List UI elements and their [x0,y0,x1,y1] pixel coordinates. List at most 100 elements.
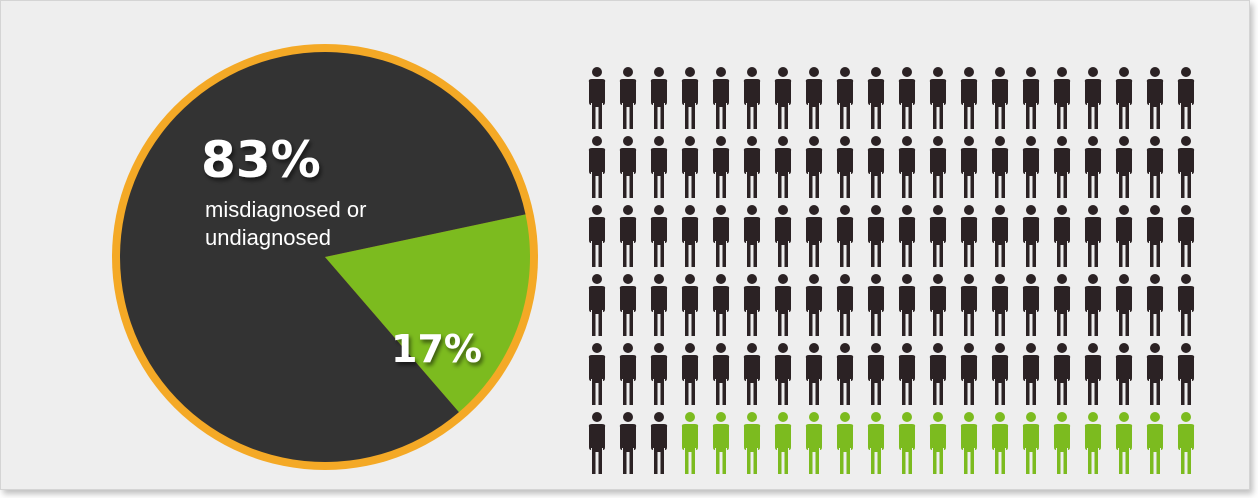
person-icon [867,67,885,129]
person-icon [743,205,761,267]
person-icon [805,205,823,267]
person-icon [1115,67,1133,129]
person-icon [929,67,947,129]
person-icon [588,205,606,267]
person-icon [991,343,1009,405]
person-icon [929,205,947,267]
person-icon [743,412,761,474]
person-icon [1146,205,1164,267]
person-icon [991,67,1009,129]
infographic-panel: 83% misdiagnosed or undiagnosed 17% [0,0,1250,490]
person-icon [1115,343,1133,405]
person-icon [1115,274,1133,336]
person-icon [650,136,668,198]
person-icon [1053,343,1071,405]
person-icon [805,67,823,129]
person-icon [619,136,637,198]
person-icon [712,412,730,474]
person-icon [1115,412,1133,474]
person-icon [991,205,1009,267]
person-icon [960,274,978,336]
person-icon [681,412,699,474]
person-icon [867,205,885,267]
person-icon [898,67,916,129]
person-icon [743,136,761,198]
person-icon [1146,343,1164,405]
slice-label-line-2: undiagnosed [205,225,331,250]
person-icon [1177,67,1195,129]
person-icon [619,343,637,405]
person-icon [681,343,699,405]
person-icon [1146,67,1164,129]
person-icon [712,343,730,405]
person-icon [898,412,916,474]
person-icon [805,136,823,198]
person-icon [619,412,637,474]
person-icon [836,343,854,405]
person-icon [712,136,730,198]
person-icon [836,136,854,198]
person-icon [960,136,978,198]
person-icon [1053,274,1071,336]
pie-chart: 83% misdiagnosed or undiagnosed 17% [112,44,538,470]
person-icon [681,67,699,129]
pie-slice-misdiagnosed [120,51,526,462]
person-icon [1022,412,1040,474]
person-icon [681,274,699,336]
person-icon [929,343,947,405]
slice-value-diagnosed: 17% [391,327,482,371]
person-icon [1115,136,1133,198]
person-icon [991,136,1009,198]
person-icon [712,205,730,267]
person-icon [588,67,606,129]
person-icon [898,343,916,405]
person-icon [960,343,978,405]
person-icon [619,274,637,336]
person-icon [1177,136,1195,198]
person-icon [650,205,668,267]
person-icon [805,274,823,336]
person-icon [619,205,637,267]
person-icon [1177,343,1195,405]
person-icon [867,136,885,198]
person-icon [1146,136,1164,198]
person-icon [1084,136,1102,198]
slice-label-line-1: misdiagnosed or [205,197,366,222]
person-icon [1084,205,1102,267]
person-icon [867,343,885,405]
person-icon [1146,412,1164,474]
person-icon [991,274,1009,336]
person-icon [836,274,854,336]
person-icon [712,274,730,336]
person-icon [929,136,947,198]
person-icon [1084,67,1102,129]
person-icon [1022,274,1040,336]
person-icon [743,274,761,336]
person-icon [836,412,854,474]
person-icon [1177,412,1195,474]
person-icon [1084,343,1102,405]
pie-slice-diagnosed [325,214,530,413]
person-icon [774,205,792,267]
person-icon [898,205,916,267]
person-icon [1022,205,1040,267]
person-icon [588,136,606,198]
person-icon [588,343,606,405]
person-icon [867,274,885,336]
person-icon [898,274,916,336]
person-icon [1053,67,1071,129]
person-icon [650,412,668,474]
person-icon [1022,136,1040,198]
person-icon [712,67,730,129]
person-icon [774,274,792,336]
slice-value-misdiagnosed: 83% [201,131,321,189]
person-icon [1053,205,1071,267]
person-icon [650,67,668,129]
person-icon [960,412,978,474]
person-icon [960,67,978,129]
person-icon [1177,274,1195,336]
person-icon [1115,205,1133,267]
person-icon [681,136,699,198]
person-icon [991,412,1009,474]
person-icon [743,343,761,405]
